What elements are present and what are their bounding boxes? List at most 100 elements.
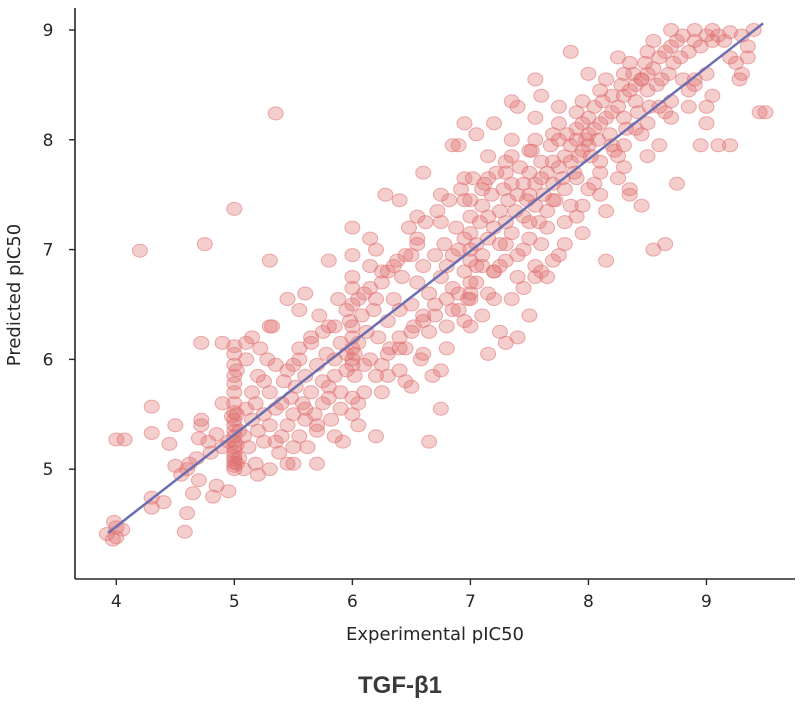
data-point bbox=[373, 385, 390, 400]
data-point bbox=[303, 385, 320, 400]
regression-line bbox=[107, 22, 764, 534]
data-point bbox=[533, 88, 550, 103]
y-tick-label: 7 bbox=[43, 241, 54, 261]
data-point bbox=[704, 23, 721, 37]
data-point bbox=[580, 66, 597, 81]
x-tick-label: 5 bbox=[229, 592, 240, 612]
data-point bbox=[205, 489, 222, 504]
data-point bbox=[539, 270, 556, 284]
data-point bbox=[368, 368, 384, 383]
data-point bbox=[108, 432, 125, 447]
data-point bbox=[480, 346, 497, 361]
data-point bbox=[731, 72, 748, 87]
data-point bbox=[527, 176, 544, 191]
data-point bbox=[480, 149, 497, 164]
data-point bbox=[409, 275, 426, 290]
data-point bbox=[261, 253, 278, 268]
data-point bbox=[344, 357, 361, 372]
data-point bbox=[346, 368, 363, 383]
data-point bbox=[594, 94, 611, 109]
data-point bbox=[131, 243, 148, 258]
data-point bbox=[320, 253, 337, 268]
data-point bbox=[214, 335, 231, 350]
data-point bbox=[491, 237, 508, 252]
data-point bbox=[533, 264, 550, 279]
data-point bbox=[512, 160, 528, 175]
data-point bbox=[320, 390, 337, 405]
data-point bbox=[539, 220, 556, 235]
x-tick-label: 6 bbox=[347, 592, 358, 612]
data-point bbox=[559, 127, 576, 142]
data-point bbox=[474, 259, 491, 273]
data-point bbox=[279, 292, 296, 306]
points-layer bbox=[98, 23, 774, 547]
data-point bbox=[294, 396, 311, 411]
data-point bbox=[663, 94, 680, 109]
data-point bbox=[409, 237, 426, 252]
data-point bbox=[228, 407, 245, 422]
data-point bbox=[598, 204, 615, 219]
data-point bbox=[267, 434, 284, 449]
data-point bbox=[391, 363, 408, 378]
data-point bbox=[415, 259, 432, 273]
data-point bbox=[530, 215, 547, 230]
data-point bbox=[527, 110, 544, 125]
data-point bbox=[338, 303, 355, 317]
data-point bbox=[161, 436, 178, 451]
data-point bbox=[320, 319, 337, 334]
data-point bbox=[291, 352, 308, 367]
data-point bbox=[580, 127, 597, 142]
data-point bbox=[323, 412, 340, 427]
data-point bbox=[527, 72, 544, 87]
data-point bbox=[370, 330, 387, 345]
data-point bbox=[598, 110, 615, 125]
data-point bbox=[503, 292, 520, 306]
data-point bbox=[297, 401, 314, 416]
data-point bbox=[397, 341, 414, 356]
data-point bbox=[432, 363, 449, 378]
data-point bbox=[334, 434, 351, 449]
data-point bbox=[698, 99, 715, 114]
data-point bbox=[613, 77, 630, 92]
data-point bbox=[344, 248, 361, 263]
data-point bbox=[456, 171, 473, 186]
data-point bbox=[330, 292, 347, 306]
data-point bbox=[309, 423, 325, 438]
data-point bbox=[438, 341, 455, 356]
x-tick-label: 8 bbox=[583, 592, 594, 612]
data-point bbox=[271, 445, 288, 460]
data-point bbox=[196, 237, 213, 252]
data-point bbox=[314, 324, 331, 339]
data-point bbox=[621, 182, 638, 197]
x-axis-label: Experimental pIC50 bbox=[346, 624, 524, 645]
data-point bbox=[244, 385, 260, 400]
data-point bbox=[214, 396, 231, 411]
data-point bbox=[462, 286, 479, 301]
y-tick-label: 6 bbox=[43, 350, 54, 370]
data-point bbox=[193, 418, 210, 433]
data-point bbox=[220, 434, 237, 449]
data-point bbox=[592, 154, 609, 169]
data-point bbox=[598, 253, 615, 268]
x-tick-label: 4 bbox=[111, 592, 122, 612]
data-point bbox=[686, 72, 703, 87]
data-point bbox=[497, 154, 514, 169]
data-point bbox=[556, 215, 573, 230]
data-point bbox=[698, 116, 715, 131]
data-point bbox=[362, 231, 379, 246]
data-point bbox=[574, 198, 591, 213]
data-point bbox=[503, 149, 520, 164]
data-point bbox=[633, 72, 650, 87]
data-point bbox=[261, 418, 278, 433]
data-point bbox=[108, 530, 125, 545]
data-point bbox=[259, 352, 276, 367]
data-point bbox=[468, 127, 485, 142]
data-point bbox=[444, 248, 461, 263]
data-point bbox=[453, 182, 469, 197]
data-point bbox=[663, 39, 680, 54]
data-point bbox=[757, 105, 774, 120]
data-point bbox=[680, 99, 697, 114]
data-point bbox=[226, 339, 243, 354]
data-point bbox=[663, 23, 680, 37]
data-point bbox=[550, 248, 567, 263]
